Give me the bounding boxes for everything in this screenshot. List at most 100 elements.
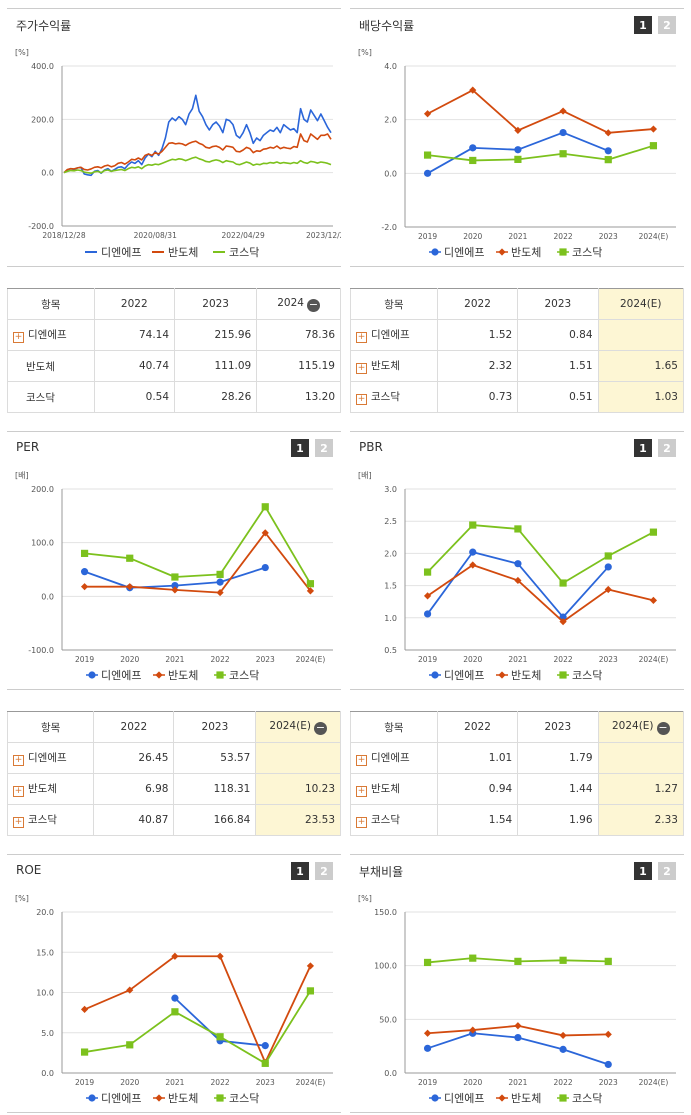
series-2 — [423, 1022, 612, 1040]
row-label: + 반도체 — [350, 350, 438, 382]
expand-icon[interactable]: + — [13, 332, 24, 343]
x-tick-label: 2019 — [75, 1078, 94, 1087]
pager-button-2[interactable]: 2 — [315, 862, 333, 880]
table-cell: 118.31 — [173, 773, 257, 805]
data-point — [559, 128, 567, 137]
svg-text:디엔에프: 디엔에프 — [101, 1092, 141, 1105]
data-point — [514, 155, 522, 163]
x-tick-label: 2022 — [554, 1078, 573, 1087]
y-tick-label: 200.0 — [31, 115, 54, 124]
y-tick-label: 100.0 — [374, 962, 397, 971]
pager-button-2[interactable]: 2 — [658, 16, 676, 34]
panel-title: ROE — [16, 863, 42, 877]
data-point — [80, 1005, 89, 1014]
row-label: 반도체 — [7, 350, 95, 382]
y-tick-label: 4.0 — [384, 62, 397, 71]
pager-button-1[interactable]: 1 — [291, 862, 309, 880]
column-header: 2022 — [436, 711, 519, 743]
table-cell: 1.44 — [517, 773, 599, 805]
series-2 — [80, 952, 315, 1067]
pager-button-2[interactable]: 2 — [658, 862, 676, 880]
column-header: 2022 — [93, 288, 176, 320]
x-tick-label: 2024(E) — [639, 1078, 669, 1087]
data-point — [126, 583, 134, 591]
svg-text:반도체: 반도체 — [168, 1092, 198, 1105]
series-3 — [423, 954, 612, 967]
data-point — [604, 1060, 612, 1069]
column-header: 2024(E) − — [597, 711, 685, 743]
y-tick-label: 400.0 — [31, 62, 54, 71]
legend-entry: 코스닥 — [213, 246, 259, 259]
series-2 — [423, 86, 658, 137]
legend-marker — [88, 1094, 96, 1102]
data-point — [469, 521, 477, 529]
data-point — [261, 1042, 269, 1050]
pager-button-1[interactable]: 1 — [634, 16, 652, 34]
expand-icon[interactable]: + — [356, 363, 367, 374]
legend-marker — [88, 671, 96, 679]
y-axis-unit: [%] — [358, 48, 372, 57]
pager-button-2[interactable]: 2 — [315, 439, 333, 457]
expand-icon[interactable]: + — [356, 394, 367, 405]
series-line — [63, 133, 332, 174]
data-point — [559, 1045, 567, 1053]
expand-icon[interactable]: + — [13, 817, 24, 828]
column-header: 2023 — [517, 288, 599, 320]
x-tick-label: 2021 — [508, 655, 527, 664]
svg-text:코스닥: 코스닥 — [229, 246, 259, 259]
expand-icon[interactable]: + — [13, 786, 24, 797]
table-cell: 1.01 — [436, 742, 519, 774]
svg-text:코스닥: 코스닥 — [229, 1092, 259, 1105]
expand-icon[interactable]: + — [356, 786, 367, 797]
y-tick-label: -100.0 — [28, 646, 54, 655]
panel-title: PBR — [359, 440, 383, 454]
collapse-icon[interactable]: − — [306, 297, 320, 312]
pager-button-2[interactable]: 2 — [658, 439, 676, 457]
collapse-icon[interactable]: − — [313, 720, 327, 735]
column-header: 2022 — [436, 288, 519, 320]
data-point — [604, 1030, 612, 1038]
row-label: + 디엔에프 — [6, 742, 95, 774]
table-cell: 28.26 — [174, 381, 258, 413]
expand-icon[interactable]: + — [13, 755, 24, 766]
pager-button-1[interactable]: 1 — [291, 439, 309, 457]
column-header: 항목 — [6, 711, 95, 743]
x-tick-label: 2024(E) — [296, 655, 326, 664]
series-line — [84, 531, 312, 594]
x-tick-label: 2024(E) — [639, 655, 669, 664]
expand-icon[interactable]: + — [356, 332, 367, 343]
table-row: + 반도체 0.94 1.44 1.27 — [350, 773, 685, 805]
legend-entry: 반도체 — [496, 246, 541, 259]
x-tick-label: 2023 — [256, 1078, 275, 1087]
data-point — [423, 610, 432, 618]
table-cell: 111.09 — [174, 350, 258, 382]
pager-button-1[interactable]: 1 — [634, 439, 652, 457]
expand-icon[interactable]: + — [356, 755, 367, 766]
series-line — [84, 505, 312, 585]
series-1 — [63, 94, 332, 177]
data-point — [171, 994, 179, 1002]
x-tick-label: 2022 — [211, 655, 230, 664]
data-point — [649, 142, 658, 150]
line-chart: [%] 20.0 15.0 10.0 5.0 0.0 2019 2020 2021 2022 202… — [15, 894, 333, 1105]
legend-entry: 코스닥 — [557, 669, 602, 682]
legend-entry: 반도체 — [152, 246, 198, 259]
x-tick-label: 2019 — [418, 655, 437, 664]
panel-stock-return: 주가수익률 [%] 400.0 200.0 0.0 -200.0 2018/12/28 202… — [7, 8, 341, 267]
series-2 — [80, 529, 315, 597]
row-label: + 코스닥 — [6, 804, 95, 836]
x-tick-label: 2023 — [599, 655, 618, 664]
series-line — [427, 89, 654, 134]
table-cell: 1.65 — [597, 350, 685, 382]
collapse-icon[interactable]: − — [656, 720, 670, 735]
expand-icon[interactable]: + — [356, 817, 367, 828]
data-point — [649, 528, 658, 536]
data-point — [604, 585, 612, 594]
table-cell: 1.54 — [436, 804, 519, 836]
pager-button-1[interactable]: 1 — [634, 862, 652, 880]
y-axis-unit: [%] — [15, 894, 29, 903]
legend-marker — [431, 248, 439, 256]
table-cell: 0.54 — [93, 381, 176, 413]
legend-marker — [498, 1094, 506, 1102]
legend-entry: 디엔에프 — [86, 669, 141, 682]
